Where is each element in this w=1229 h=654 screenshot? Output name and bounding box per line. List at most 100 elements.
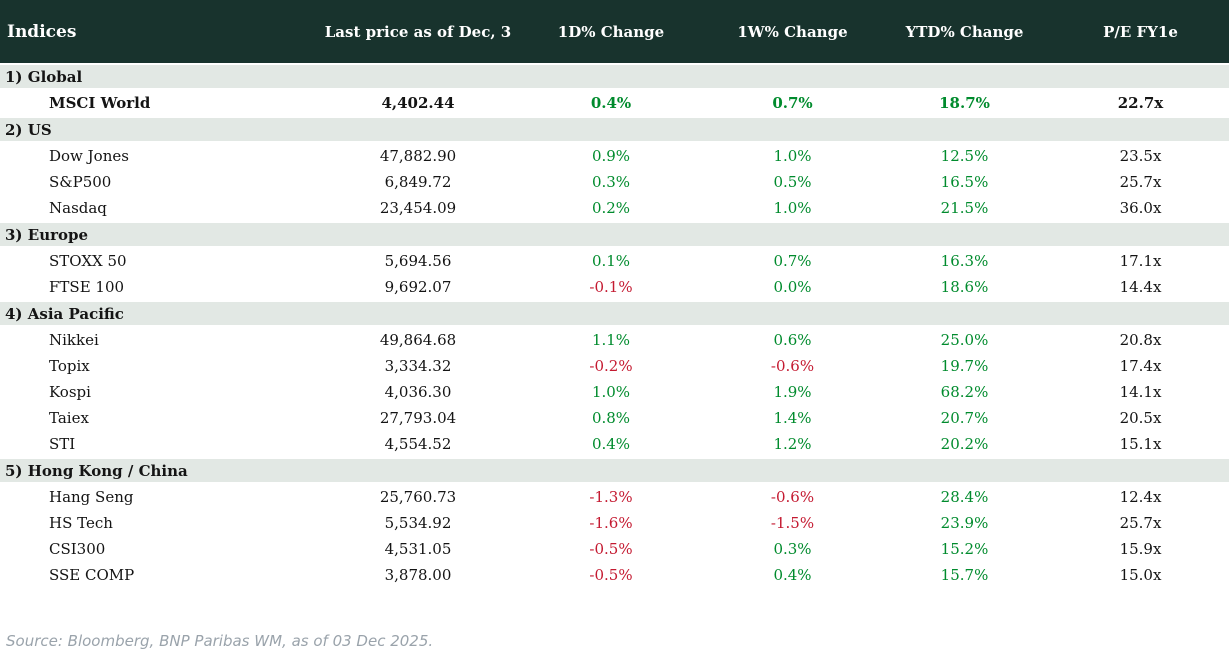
- change-1d-cell: 0.8%: [591, 409, 631, 427]
- index-row: STI 4,554.52 0.4% 1.2% 20.2% 15.1x: [0, 431, 1229, 457]
- index-row: FTSE 100 9,692.07 -0.1% 0.0% 18.6% 14.4x: [0, 274, 1229, 300]
- section-label: 3) Europe: [0, 221, 1229, 248]
- table-header-row: Indices Last price as of Dec, 3 1D% Chan…: [0, 0, 1229, 63]
- change-1w-cell: 1.2%: [773, 435, 812, 453]
- col-header-1w-change: 1W% Change: [708, 0, 877, 63]
- last-price-cell: 4,554.52: [384, 435, 452, 453]
- change-1w-cell: 1.4%: [773, 409, 812, 427]
- indices-table-body: 1) Global MSCI World 4,402.44 0.4% 0.7% 18.7%…: [0, 63, 1229, 588]
- change-1w-cell: 0.7%: [772, 94, 813, 112]
- pe-cell: 22.7x: [1117, 94, 1164, 112]
- change-ytd-cell: 20.2%: [940, 435, 989, 453]
- index-name-cell: Hang Seng: [49, 488, 134, 506]
- pe-cell: 17.4x: [1119, 357, 1162, 375]
- pe-cell: 25.7x: [1119, 514, 1162, 532]
- change-1w-cell: 0.6%: [773, 331, 812, 349]
- change-1w-cell: 1.0%: [773, 147, 812, 165]
- change-1d-cell: -1.6%: [589, 514, 633, 532]
- pe-cell: 23.5x: [1119, 147, 1162, 165]
- last-price-cell: 4,531.05: [384, 540, 452, 558]
- change-ytd-cell: 12.5%: [940, 147, 989, 165]
- change-ytd-cell: 20.7%: [940, 409, 989, 427]
- change-ytd-cell: 18.6%: [940, 278, 989, 296]
- change-ytd-cell: 18.7%: [939, 94, 990, 112]
- index-name-cell: S&P500: [49, 173, 112, 191]
- pe-cell: 14.1x: [1119, 383, 1162, 401]
- index-row: Hang Seng 25,760.73 -1.3% -0.6% 28.4% 12.4x: [0, 484, 1229, 510]
- change-ytd-cell: 21.5%: [940, 199, 989, 217]
- last-price-cell: 23,454.09: [379, 199, 457, 217]
- pe-cell: 15.0x: [1119, 566, 1162, 584]
- change-1d-cell: 0.1%: [591, 252, 631, 270]
- change-1d-cell: 1.0%: [591, 383, 631, 401]
- change-ytd-cell: 68.2%: [940, 383, 989, 401]
- index-row: STOXX 50 5,694.56 0.1% 0.7% 16.3% 17.1x: [0, 248, 1229, 274]
- col-header-pe: P/E FY1e: [1052, 0, 1229, 63]
- index-name-cell: CSI300: [49, 540, 106, 558]
- change-1w-cell: -1.5%: [770, 514, 815, 532]
- change-1w-cell: 0.0%: [773, 278, 812, 296]
- last-price-cell: 5,694.56: [384, 252, 452, 270]
- index-name-cell: Nasdaq: [49, 199, 107, 217]
- last-price-cell: 4,036.30: [384, 383, 452, 401]
- pe-cell: 20.8x: [1119, 331, 1162, 349]
- pe-cell: 17.1x: [1119, 252, 1162, 270]
- change-1w-cell: 0.7%: [773, 252, 812, 270]
- change-ytd-cell: 25.0%: [940, 331, 989, 349]
- pe-cell: 15.1x: [1119, 435, 1162, 453]
- index-name-cell: Nikkei: [49, 331, 99, 349]
- change-1d-cell: 0.4%: [590, 94, 632, 112]
- last-price-cell: 27,793.04: [379, 409, 457, 427]
- last-price-cell: 25,760.73: [379, 488, 457, 506]
- section-label: 5) Hong Kong / China: [0, 457, 1229, 484]
- index-row: Dow Jones 47,882.90 0.9% 1.0% 12.5% 23.5x: [0, 143, 1229, 169]
- change-ytd-cell: 15.7%: [940, 566, 989, 584]
- table-title: Indices: [0, 0, 322, 63]
- last-price-cell: 49,864.68: [379, 331, 457, 349]
- section-label: 2) US: [0, 116, 1229, 143]
- change-1d-cell: 0.4%: [591, 435, 631, 453]
- last-price-cell: 3,878.00: [384, 566, 452, 584]
- section-row: 3) Europe: [0, 221, 1229, 248]
- change-1w-cell: 1.9%: [773, 383, 812, 401]
- col-header-1d-change: 1D% Change: [514, 0, 708, 63]
- col-header-last-price: Last price as of Dec, 3: [322, 0, 514, 63]
- change-1d-cell: 1.1%: [591, 331, 631, 349]
- index-name-cell: Kospi: [49, 383, 91, 401]
- index-row: HS Tech 5,534.92 -1.6% -1.5% 23.9% 25.7x: [0, 510, 1229, 536]
- change-ytd-cell: 28.4%: [940, 488, 989, 506]
- change-ytd-cell: 19.7%: [940, 357, 989, 375]
- last-price-cell: 47,882.90: [379, 147, 457, 165]
- index-name-cell: STOXX 50: [49, 252, 127, 270]
- index-row: Nasdaq 23,454.09 0.2% 1.0% 21.5% 36.0x: [0, 195, 1229, 221]
- last-price-cell: 5,534.92: [384, 514, 452, 532]
- index-name-cell: FTSE 100: [49, 278, 125, 296]
- index-row: SSE COMP 3,878.00 -0.5% 0.4% 15.7% 15.0x: [0, 562, 1229, 588]
- change-1d-cell: -0.5%: [589, 540, 633, 558]
- change-ytd-cell: 23.9%: [940, 514, 989, 532]
- change-ytd-cell: 16.3%: [940, 252, 989, 270]
- pe-cell: 25.7x: [1119, 173, 1162, 191]
- change-ytd-cell: 16.5%: [940, 173, 989, 191]
- index-row: Nikkei 49,864.68 1.1% 0.6% 25.0% 20.8x: [0, 327, 1229, 353]
- change-1w-cell: 1.0%: [773, 199, 812, 217]
- index-name-cell: SSE COMP: [49, 566, 135, 584]
- change-1d-cell: 0.3%: [591, 173, 631, 191]
- last-price-cell: 9,692.07: [384, 278, 452, 296]
- pe-cell: 12.4x: [1119, 488, 1162, 506]
- col-header-ytd-change: YTD% Change: [877, 0, 1052, 63]
- index-name-cell: Taiex: [49, 409, 89, 427]
- change-1w-cell: -0.6%: [770, 357, 815, 375]
- change-1d-cell: -0.1%: [589, 278, 633, 296]
- section-row: 1) Global: [0, 63, 1229, 90]
- change-ytd-cell: 15.2%: [940, 540, 989, 558]
- section-row: 5) Hong Kong / China: [0, 457, 1229, 484]
- index-row: Kospi 4,036.30 1.0% 1.9% 68.2% 14.1x: [0, 379, 1229, 405]
- change-1w-cell: 0.4%: [773, 566, 812, 584]
- section-label: 4) Asia Pacific: [0, 300, 1229, 327]
- index-row: Topix 3,334.32 -0.2% -0.6% 19.7% 17.4x: [0, 353, 1229, 379]
- last-price-cell: 4,402.44: [381, 94, 455, 112]
- section-label: 1) Global: [0, 63, 1229, 90]
- change-1w-cell: -0.6%: [770, 488, 815, 506]
- index-row: CSI300 4,531.05 -0.5% 0.3% 15.2% 15.9x: [0, 536, 1229, 562]
